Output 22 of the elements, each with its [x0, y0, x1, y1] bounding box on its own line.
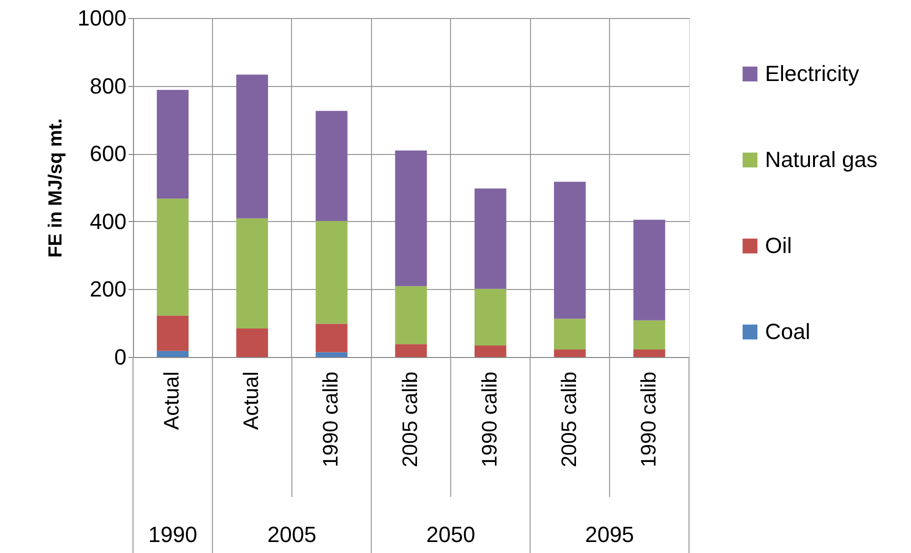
x-tick-label: 1990 calib — [637, 372, 660, 468]
x-tick-label: 2005 calib — [558, 372, 581, 468]
text: 2095 — [585, 522, 634, 547]
x-tick-label: 1990 calib — [320, 372, 343, 468]
x-tick-label: 1990 calib — [478, 372, 502, 468]
y-tick-label: 0 — [114, 344, 126, 370]
legend-label: Electricity — [765, 61, 860, 86]
y-tick-label: 600 — [90, 141, 126, 166]
y-tick-label: 1000 — [78, 6, 126, 30]
text: 1990 — [148, 522, 198, 547]
y-tick-label: 200 — [90, 276, 126, 302]
text: 2005 — [267, 522, 316, 547]
x-tick-label: Actual — [240, 372, 264, 430]
x-tick-label: 2005 calib — [399, 372, 422, 468]
legend-label: Oil — [765, 233, 792, 258]
y-axis-title: FE in MJ/sq mt. — [46, 118, 67, 258]
legend-label: Natural gas — [765, 147, 878, 172]
text: 2050 — [426, 522, 476, 547]
y-tick-label: 800 — [90, 73, 126, 98]
legend-label: Coal — [765, 319, 810, 344]
x-tick-label: Actual — [160, 372, 184, 430]
y-tick-label: 400 — [90, 208, 126, 234]
